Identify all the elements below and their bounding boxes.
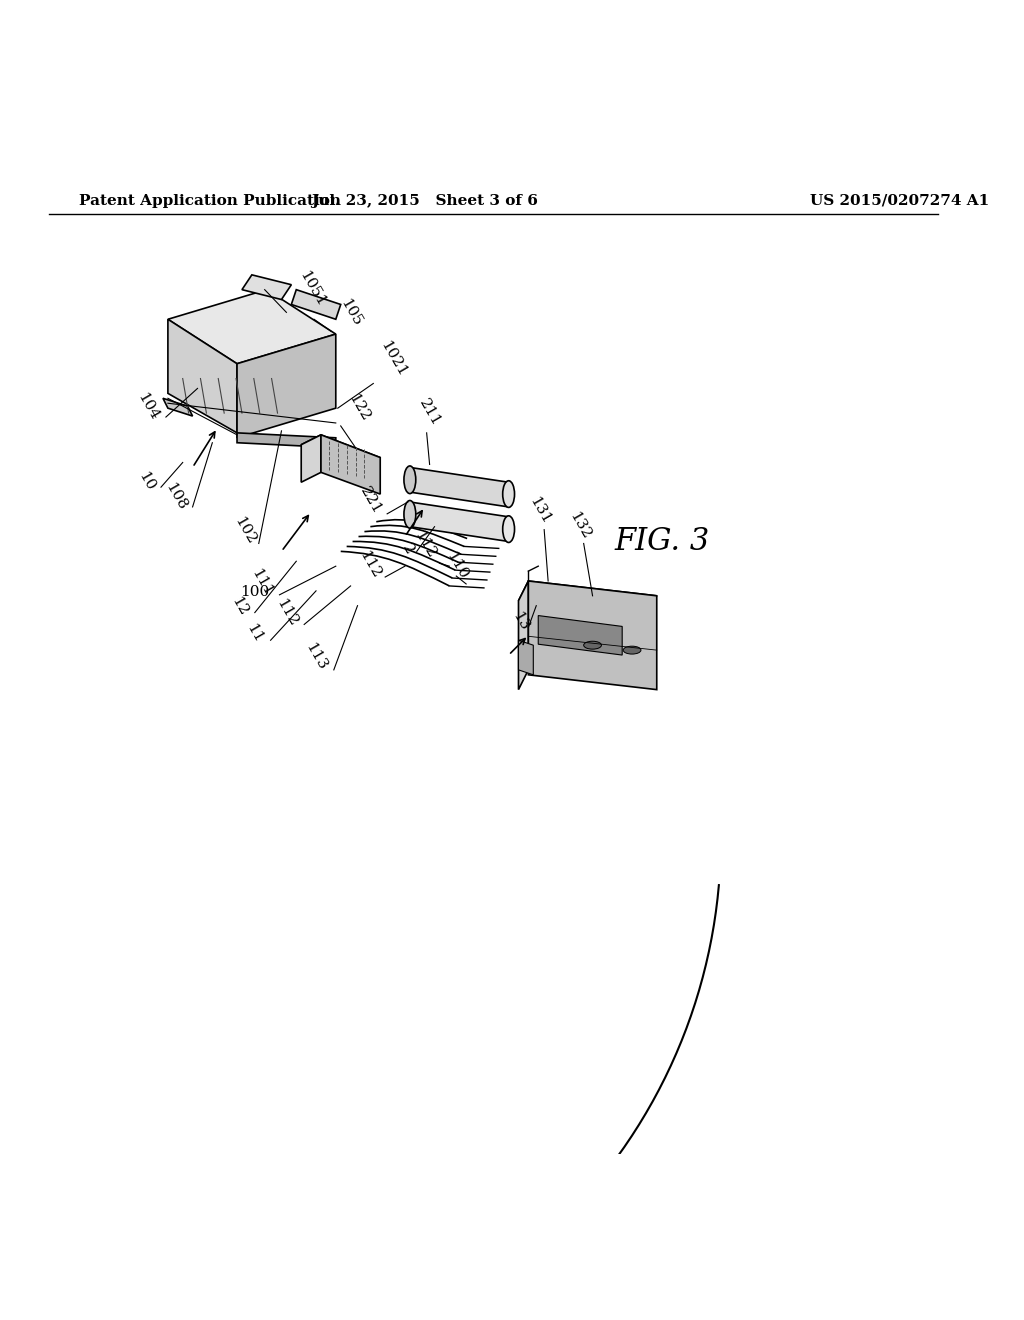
Ellipse shape <box>403 500 416 528</box>
Text: Patent Application Publication: Patent Application Publication <box>79 194 341 207</box>
Polygon shape <box>301 434 321 482</box>
Text: 112: 112 <box>273 597 300 628</box>
Text: 122: 122 <box>345 392 372 424</box>
Text: 11: 11 <box>244 622 266 645</box>
Text: 112: 112 <box>357 549 384 581</box>
Text: 1021: 1021 <box>377 339 409 380</box>
Text: 105: 105 <box>337 297 364 329</box>
Text: 108: 108 <box>163 480 189 513</box>
Polygon shape <box>539 615 623 655</box>
Polygon shape <box>237 334 336 438</box>
Ellipse shape <box>403 466 416 494</box>
Text: 113: 113 <box>303 640 330 673</box>
Polygon shape <box>242 275 292 300</box>
Polygon shape <box>518 581 528 689</box>
Text: 12: 12 <box>228 595 250 619</box>
Ellipse shape <box>503 516 514 543</box>
Polygon shape <box>168 319 237 433</box>
Polygon shape <box>518 640 534 675</box>
Text: 13: 13 <box>510 610 531 634</box>
Text: FIG. 3: FIG. 3 <box>614 525 710 557</box>
Polygon shape <box>301 434 380 467</box>
Text: 211: 211 <box>416 396 443 429</box>
Text: 1051: 1051 <box>296 269 328 309</box>
Polygon shape <box>292 289 341 319</box>
Polygon shape <box>321 434 380 494</box>
Polygon shape <box>528 581 656 689</box>
Polygon shape <box>163 399 193 416</box>
Polygon shape <box>518 581 656 615</box>
Polygon shape <box>410 502 509 541</box>
Text: 131: 131 <box>527 495 554 527</box>
Text: 100: 100 <box>241 585 269 599</box>
Text: 221: 221 <box>357 484 384 517</box>
Text: 2: 2 <box>399 543 417 557</box>
Text: 10: 10 <box>135 469 157 494</box>
Ellipse shape <box>624 647 641 655</box>
Text: 110: 110 <box>443 549 471 582</box>
Ellipse shape <box>584 642 601 649</box>
Text: 112: 112 <box>412 529 438 561</box>
Polygon shape <box>410 467 509 507</box>
Text: 102: 102 <box>231 513 258 546</box>
Text: 111: 111 <box>249 566 275 599</box>
Ellipse shape <box>503 480 514 507</box>
Polygon shape <box>168 289 336 364</box>
Text: 132: 132 <box>566 510 593 541</box>
Text: 104: 104 <box>135 391 162 422</box>
Text: Jul. 23, 2015   Sheet 3 of 6: Jul. 23, 2015 Sheet 3 of 6 <box>311 194 538 207</box>
Text: US 2015/0207274 A1: US 2015/0207274 A1 <box>810 194 989 207</box>
Polygon shape <box>237 433 336 447</box>
